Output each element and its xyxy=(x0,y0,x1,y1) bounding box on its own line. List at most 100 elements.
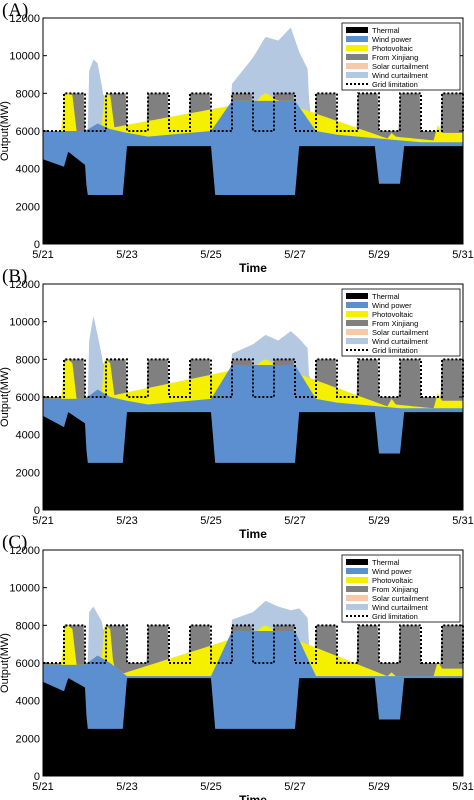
legend-label: Grid limitation xyxy=(372,80,418,89)
y-tick-label: 6000 xyxy=(16,126,40,138)
legend-label: Solar curtailment xyxy=(372,62,429,71)
x-tick-label: 5/21 xyxy=(32,781,53,793)
x-tick-label: 5/27 xyxy=(284,515,305,527)
legend-swatch xyxy=(346,559,368,565)
chart-c: 0 2000 4000 6000 8000 10000 12000 5/21 5/23 5/25 5… xyxy=(0,545,474,800)
chart-a: 0 2000 4000 6000 8000 10000 12000 5/21 5/23 5/25 5… xyxy=(0,13,474,275)
legend-swatch xyxy=(346,54,368,60)
legend-label: Thermal xyxy=(372,26,400,35)
x-tick-label: 5/29 xyxy=(368,781,389,793)
panel-c: (C) 0 2000 4000 6000 8000 10000 12000 5/21 5/23 5… xyxy=(0,532,474,800)
y-tick-label: 0 xyxy=(34,505,40,517)
legend-label: Grid limitation xyxy=(372,346,418,355)
y-tick-label: 0 xyxy=(34,771,40,783)
thermal-area xyxy=(43,412,463,510)
legend-swatch xyxy=(346,568,368,574)
legend-label: Wind curtailment xyxy=(372,603,429,612)
legend-swatch xyxy=(346,311,368,317)
y-tick-label: 10000 xyxy=(9,317,40,329)
y-tick-label: 12000 xyxy=(9,13,40,25)
legend-label: Wind power xyxy=(372,35,412,44)
legend-label: Photovoltaic xyxy=(372,576,413,585)
legend-swatch xyxy=(346,302,368,308)
legend-swatch xyxy=(346,577,368,583)
legend-swatch xyxy=(346,320,368,326)
legend-label: Thermal xyxy=(372,558,400,567)
legend-label: Grid limitation xyxy=(372,612,418,621)
grid-limitation-line xyxy=(43,358,464,398)
legend-label: Wind power xyxy=(372,567,412,576)
panel-label: (A) xyxy=(2,0,29,21)
legend-label: Wind curtailment xyxy=(372,71,429,80)
y-axis-label: Output(MW) xyxy=(0,633,11,693)
x-tick-label: 5/25 xyxy=(200,781,221,793)
panel-label: (B) xyxy=(2,266,28,287)
legend-label: Solar curtailment xyxy=(372,594,429,603)
chart-b: 0 2000 4000 6000 8000 10000 12000 5/21 5/23 5/25 5… xyxy=(0,279,474,541)
x-tick-label: 5/25 xyxy=(200,515,221,527)
legend-swatch xyxy=(346,293,368,299)
y-tick-label: 8000 xyxy=(16,354,40,366)
legend-swatch xyxy=(346,586,368,592)
y-tick-label: 2000 xyxy=(16,201,40,213)
legend-swatch xyxy=(346,72,368,78)
y-tick-label: 12000 xyxy=(9,545,40,557)
y-tick-label: 4000 xyxy=(16,164,40,176)
legend-label: Wind power xyxy=(372,301,412,310)
legend-label: Wind curtailment xyxy=(372,337,429,346)
thermal-area xyxy=(43,146,463,244)
y-tick-label: 10000 xyxy=(9,583,40,595)
grid-limitation-line xyxy=(43,624,464,664)
x-tick-label: 5/23 xyxy=(116,515,137,527)
y-tick-label: 2000 xyxy=(16,733,40,745)
grid-limitation-line xyxy=(43,92,464,132)
y-axis-label: Output(MW) xyxy=(0,367,11,427)
x-tick-label: 5/27 xyxy=(284,781,305,793)
y-tick-label: 2000 xyxy=(16,467,40,479)
y-tick-label: 0 xyxy=(34,239,40,251)
y-tick-label: 12000 xyxy=(9,279,40,291)
x-tick-label: 5/29 xyxy=(368,249,389,261)
legend-label: Solar curtailment xyxy=(372,328,429,337)
y-tick-label: 8000 xyxy=(16,88,40,100)
legend-label: From Xinjiang xyxy=(372,585,418,594)
y-tick-label: 6000 xyxy=(16,392,40,404)
legend-swatch xyxy=(346,45,368,51)
panel-b: (B) 0 2000 4000 6000 8000 10000 12000 5/21 5/23 5… xyxy=(0,266,474,541)
x-tick-label: 5/27 xyxy=(284,249,305,261)
legend-label: Photovoltaic xyxy=(372,310,413,319)
legend-swatch xyxy=(346,604,368,610)
x-tick-label: 5/31 xyxy=(452,515,473,527)
legend-swatch xyxy=(346,63,368,69)
legend-label: From Xinjiang xyxy=(372,53,418,62)
x-tick-label: 5/23 xyxy=(116,781,137,793)
legend-label: From Xinjiang xyxy=(372,319,418,328)
legend-swatch xyxy=(346,36,368,42)
x-axis-label: Time xyxy=(239,261,267,275)
legend-swatch xyxy=(346,27,368,33)
legend-swatch xyxy=(346,329,368,335)
y-tick-label: 10000 xyxy=(9,51,40,63)
legend-label: Thermal xyxy=(372,292,400,301)
y-tick-label: 8000 xyxy=(16,620,40,632)
panel-a: (A) 0 2000 4000 6000 8000 10000 12000 5/21 5/23 5… xyxy=(0,0,474,275)
legend-swatch xyxy=(346,338,368,344)
thermal-area xyxy=(43,678,463,776)
y-tick-label: 4000 xyxy=(16,430,40,442)
x-tick-label: 5/21 xyxy=(32,249,53,261)
y-tick-label: 4000 xyxy=(16,696,40,708)
x-tick-label: 5/23 xyxy=(116,249,137,261)
x-tick-label: 5/25 xyxy=(200,249,221,261)
y-axis-label: Output(MW) xyxy=(0,101,11,161)
x-tick-label: 5/21 xyxy=(32,515,53,527)
x-tick-label: 5/31 xyxy=(452,781,473,793)
panel-label: (C) xyxy=(2,532,28,553)
x-tick-label: 5/31 xyxy=(452,249,473,261)
y-tick-label: 6000 xyxy=(16,658,40,670)
legend-label: Photovoltaic xyxy=(372,44,413,53)
legend-swatch xyxy=(346,595,368,601)
x-tick-label: 5/29 xyxy=(368,515,389,527)
